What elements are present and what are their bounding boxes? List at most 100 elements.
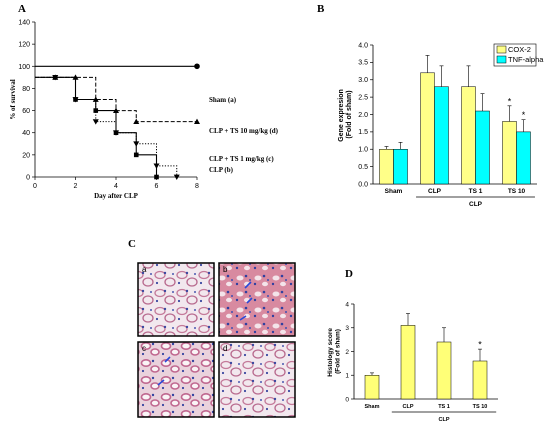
gene-category-label: CLP bbox=[428, 188, 442, 195]
gene-y-tick-label: 1.5 bbox=[358, 129, 368, 136]
survival-y-tick-label: 60 bbox=[22, 108, 30, 115]
gene-category-label: TS 10 bbox=[508, 188, 526, 195]
gene-y-axis-label-line2: (Fold of sham) bbox=[346, 90, 353, 138]
gene-legend: COX-2 TNF-alpha bbox=[493, 43, 544, 67]
histology-bar bbox=[400, 325, 416, 400]
micrograph-d: d bbox=[218, 341, 296, 418]
micrograph-c: c bbox=[137, 341, 215, 418]
survival-label-sham: Sham (a) bbox=[209, 96, 237, 104]
survival-y-tick-label: 80 bbox=[22, 86, 30, 93]
gene-category-label: TS 1 bbox=[469, 188, 483, 195]
gene-bar bbox=[420, 72, 435, 185]
micrograph-b: b bbox=[218, 262, 296, 337]
gene-y-axis-label-line1: Gene expresion bbox=[338, 89, 345, 142]
survival-y-tick-label: 20 bbox=[22, 152, 30, 159]
survival-point-1 bbox=[133, 118, 140, 125]
survival-label-ts10: CLP + TS 10 mg/kg (d) bbox=[209, 127, 279, 135]
survival-chart: % of survival Day after CLP 020406080100… bbox=[9, 20, 279, 201]
histology-y-axis-label-line1: Histology score bbox=[327, 328, 334, 377]
survival-label-clp: CLP (b) bbox=[209, 166, 234, 174]
gene-bar bbox=[475, 110, 490, 185]
survival-x-tick-label: 8 bbox=[195, 183, 199, 190]
survival-x-tick-label: 4 bbox=[114, 183, 118, 190]
gene-legend-label-cox2: COX-2 bbox=[508, 45, 531, 54]
survival-x-axis-label: Day after CLP bbox=[94, 192, 139, 200]
gene-group-label: CLP bbox=[469, 201, 483, 208]
histology-y-tick-label: 1 bbox=[345, 373, 349, 380]
gene-significance-mark: * bbox=[508, 96, 512, 106]
histology-y-axis-label-line2: (Fold of sham) bbox=[334, 329, 341, 374]
survival-x-tick-label: 6 bbox=[155, 183, 159, 190]
survival-x-tick-label: 2 bbox=[74, 183, 78, 190]
survival-y-axis-label: % of survival bbox=[9, 79, 17, 120]
histology-y-tick-label: 2 bbox=[345, 349, 349, 356]
histology-category-label: Sham bbox=[365, 404, 380, 410]
survival-y-tick-label: 140 bbox=[18, 20, 30, 27]
histology-bar bbox=[436, 341, 452, 400]
survival-y-tick-label: 120 bbox=[18, 42, 30, 49]
gene-bar bbox=[379, 149, 394, 185]
gene-y-tick-label: 2.0 bbox=[358, 112, 368, 119]
survival-line-3 bbox=[35, 76, 158, 177]
panel-letter-a: A bbox=[18, 3, 26, 15]
survival-y-tick-label: 0 bbox=[26, 175, 30, 182]
gene-bars: ** bbox=[379, 55, 531, 185]
histology-category-label: TS 10 bbox=[473, 404, 488, 410]
micrograph-b-arrows bbox=[239, 281, 253, 321]
survival-x-tick-label: 0 bbox=[33, 183, 37, 190]
gene-y-tick-label: 2.5 bbox=[358, 94, 368, 101]
survival-point-1 bbox=[194, 118, 200, 125]
panel-letter-d: D bbox=[345, 268, 353, 280]
survival-label-ts1: CLP + TS 1 mg/kg (c) bbox=[209, 155, 274, 163]
histology-y-axis-label: Histology score (Fold of sham) bbox=[327, 326, 341, 377]
gene-bar bbox=[516, 131, 531, 185]
gene-y-tick-label: 0.0 bbox=[358, 181, 368, 188]
survival-point-3 bbox=[52, 75, 58, 80]
gene-bar bbox=[461, 86, 476, 185]
micrograph-c-arrows bbox=[157, 356, 171, 386]
survival-axes: 0 20 40 60 80 100 120 140 0 2 4 6 8 bbox=[18, 20, 199, 191]
survival-series bbox=[35, 63, 200, 180]
histology-bar bbox=[472, 360, 488, 400]
survival-point-3 bbox=[154, 174, 159, 180]
histology-group-label: CLP bbox=[439, 417, 450, 423]
histology-micrographs: a b c d bbox=[137, 262, 296, 418]
gene-bar bbox=[502, 121, 517, 185]
gene-legend-swatch-tnf bbox=[496, 55, 507, 64]
panel-letter-c: C bbox=[128, 238, 136, 250]
survival-point-2 bbox=[173, 174, 180, 180]
survival-point-3 bbox=[133, 152, 139, 158]
gene-y-tick-label: 4.0 bbox=[358, 42, 368, 49]
histology-y-tick-label: 3 bbox=[345, 325, 349, 332]
survival-y-tick-label: 40 bbox=[22, 130, 30, 137]
histology-bar bbox=[364, 375, 380, 400]
histology-score-chart: Histology score (Fold of sham) 0 1 2 3 4 Sham… bbox=[327, 301, 498, 423]
histology-category-label: TS 1 bbox=[438, 404, 450, 410]
histology-y-tick-label: 0 bbox=[345, 396, 349, 403]
gene-legend-label-tnf: TNF-alpha bbox=[508, 55, 544, 64]
gene-significance-mark: * bbox=[522, 110, 526, 120]
micrograph-label-d: d bbox=[223, 344, 227, 353]
histology-significance-mark: * bbox=[478, 340, 482, 350]
histology-category-label: CLP bbox=[403, 404, 414, 410]
survival-point-2 bbox=[92, 119, 99, 125]
gene-y-tick-label: 0.5 bbox=[358, 164, 368, 171]
survival-point-3 bbox=[73, 97, 78, 102]
histology-axes: 0 1 2 3 4 Sham CLP TS 1 TS 10 CLP bbox=[345, 301, 498, 423]
histology-bars: * bbox=[364, 313, 488, 400]
gene-y-axis-label: Gene expresion (Fold of sham) bbox=[338, 87, 353, 141]
survival-point-0 bbox=[194, 63, 200, 70]
gene-legend-swatch-cox2 bbox=[496, 45, 507, 54]
micrograph-label-b: b bbox=[223, 265, 228, 274]
gene-bar bbox=[393, 149, 408, 185]
survival-point-3 bbox=[93, 108, 99, 113]
gene-y-tick-label: 3.0 bbox=[358, 77, 368, 84]
micrograph-label-a: a bbox=[142, 265, 147, 274]
survival-point-3 bbox=[113, 130, 119, 136]
micrograph-a: a bbox=[137, 262, 215, 337]
gene-y-tick-label: 1.0 bbox=[358, 147, 368, 154]
gene-y-tick-label: 3.5 bbox=[358, 60, 368, 67]
micrograph-label-c: c bbox=[142, 344, 146, 353]
gene-bar bbox=[434, 86, 449, 185]
